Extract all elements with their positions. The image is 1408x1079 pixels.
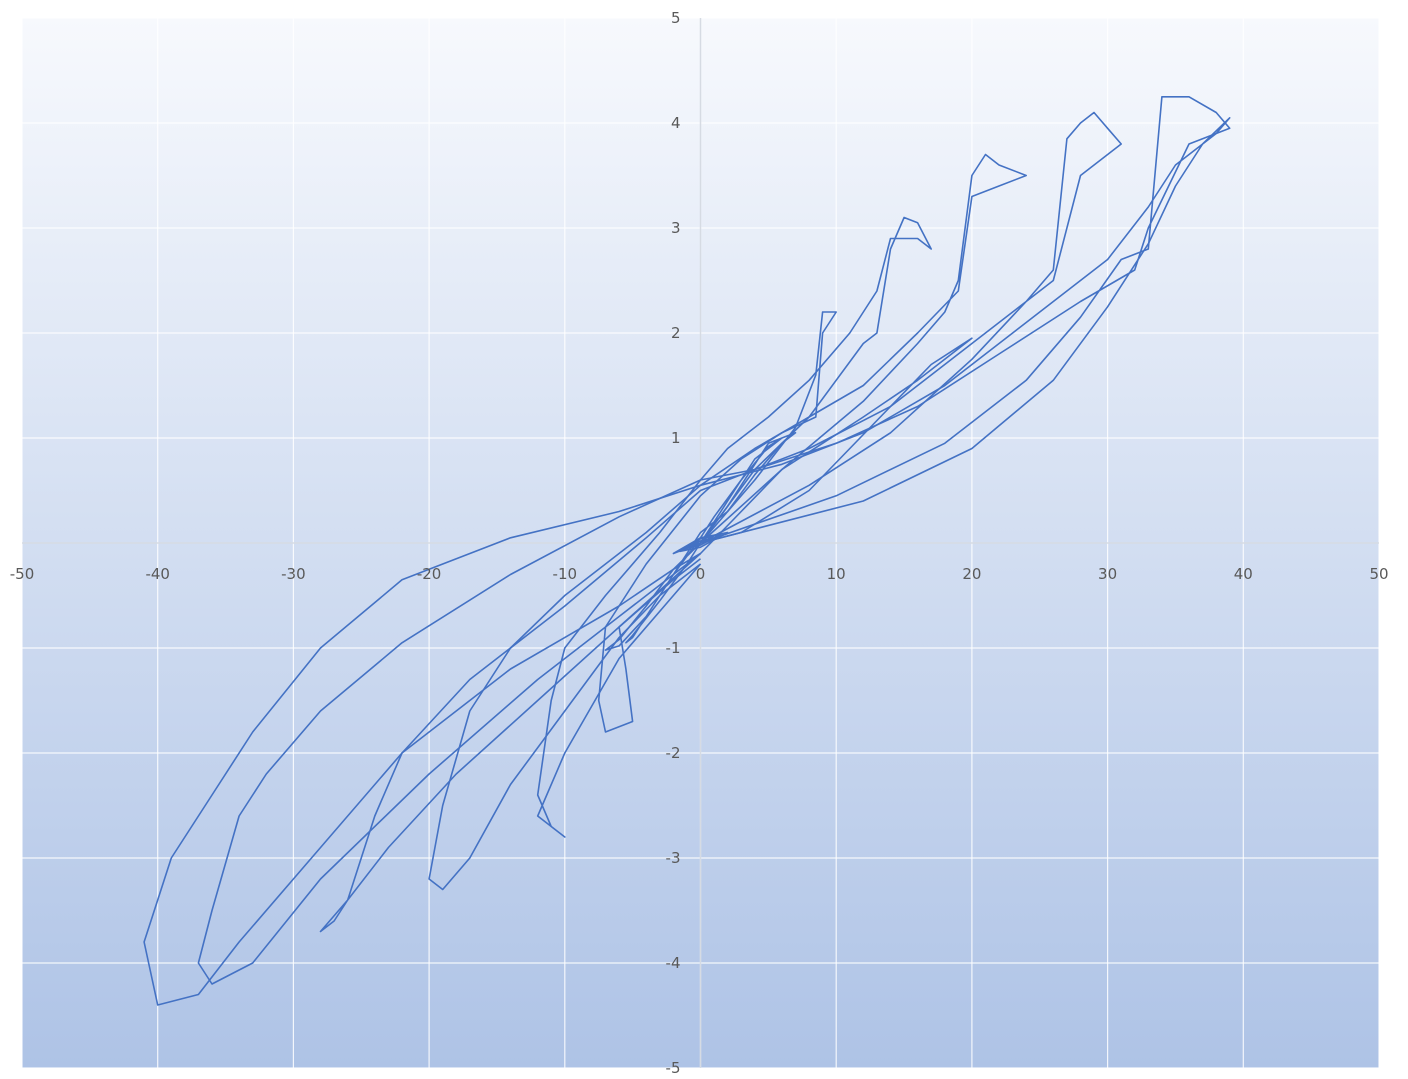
y-tick-label: 2	[671, 324, 681, 342]
x-tick-label: 40	[1234, 565, 1253, 583]
x-tick-label: -50	[10, 565, 35, 583]
series-line-4	[536, 216, 933, 838]
series-line-6	[319, 111, 1122, 933]
y-tick-label: -4	[666, 954, 681, 972]
series-line-5	[428, 153, 1027, 891]
y-tick-label: -1	[666, 639, 681, 657]
x-tick-label: 50	[1369, 565, 1388, 583]
series-line-8	[143, 117, 1231, 1006]
y-tick-label: -5	[666, 1059, 681, 1077]
series-group	[143, 96, 1231, 1006]
x-tick-label: 10	[827, 565, 846, 583]
x-tick-label: -20	[417, 565, 442, 583]
x-tick-label: -30	[281, 565, 306, 583]
tick-labels: -50 -40 -30 -20 -10 0 10 20 30 40 50 5 4 3 2 1 -1 -2 -3 -4 -…	[10, 9, 1389, 1077]
y-tick-label: -2	[666, 744, 681, 762]
y-tick-label: -3	[666, 849, 681, 867]
x-tick-label: 30	[1098, 565, 1117, 583]
x-tick-label: -10	[553, 565, 578, 583]
x-tick-label: 20	[962, 565, 981, 583]
y-tick-label: 4	[671, 114, 681, 132]
y-tick-label: 5	[671, 9, 681, 27]
x-tick-label: -40	[145, 565, 170, 583]
x-tick-label: 0	[696, 565, 706, 583]
y-tick-label: 1	[671, 429, 681, 447]
series-line-3	[597, 311, 973, 733]
y-tick-label: 3	[671, 219, 681, 237]
